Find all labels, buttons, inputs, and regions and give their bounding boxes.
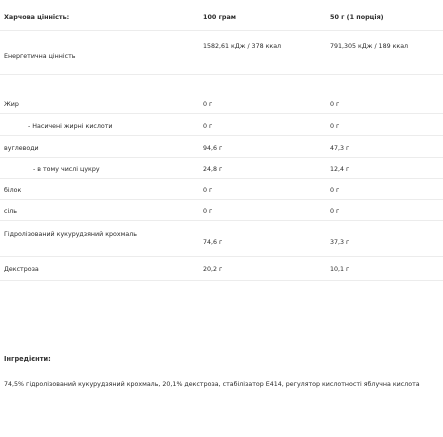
row-label: сіль <box>4 208 17 215</box>
row-value-portion: 37,3 г <box>330 239 350 246</box>
row-label: Декстроза <box>4 266 39 273</box>
row-value-portion: 0 г <box>330 101 340 108</box>
row-value-100g: 1582,61 кДж / 378 ккал <box>203 43 282 50</box>
row-value-portion: 0 г <box>330 123 340 130</box>
row-value-100g: 20,2 г <box>203 266 223 273</box>
row-value-portion: 0 г <box>330 187 340 194</box>
row-label: Жир <box>4 101 19 108</box>
row-value-100g: 0 г <box>203 101 213 108</box>
header-col-portion: 50 г (1 порція) <box>330 13 384 21</box>
row-value-portion: 10,1 г <box>330 266 350 273</box>
divider <box>0 220 443 221</box>
row-value-portion: 12,4 г <box>330 166 350 173</box>
row-value-100g: 0 г <box>203 208 213 215</box>
divider <box>0 113 443 114</box>
row-value-portion: 47,3 г <box>330 145 350 152</box>
row-value-100g: 0 г <box>203 123 213 130</box>
row-label: - в тому числі цукру <box>33 166 100 173</box>
row-value-portion: 0 г <box>330 208 340 215</box>
divider <box>0 178 443 179</box>
row-value-100g: 74,6 г <box>203 239 223 246</box>
row-value-100g: 0 г <box>203 187 213 194</box>
row-value-portion: 791,305 кДж / 189 ккал <box>330 43 409 50</box>
divider <box>0 157 443 158</box>
divider <box>0 280 443 281</box>
row-label: Гідролізований кукурудзяний крохмаль <box>4 231 137 238</box>
divider <box>0 199 443 200</box>
divider <box>0 256 443 257</box>
ingredients-text: 74,5% гідролізований кукурудзяний крохма… <box>4 381 420 388</box>
divider <box>0 30 443 31</box>
ingredients-title: Інгредієнти: <box>4 355 51 363</box>
divider <box>0 135 443 136</box>
header-col-100g: 100 грам <box>203 13 237 21</box>
row-label: вуглеводи <box>4 145 39 152</box>
row-label: білок <box>4 187 22 194</box>
divider <box>0 74 443 75</box>
row-value-100g: 24,8 г <box>203 166 223 173</box>
header-label: Харчова цінність: <box>4 13 70 21</box>
row-value-100g: 94,6 г <box>203 145 223 152</box>
row-label: Енергетична цінність <box>4 53 76 60</box>
row-label: - Насичені жирні кислоти <box>28 123 113 130</box>
